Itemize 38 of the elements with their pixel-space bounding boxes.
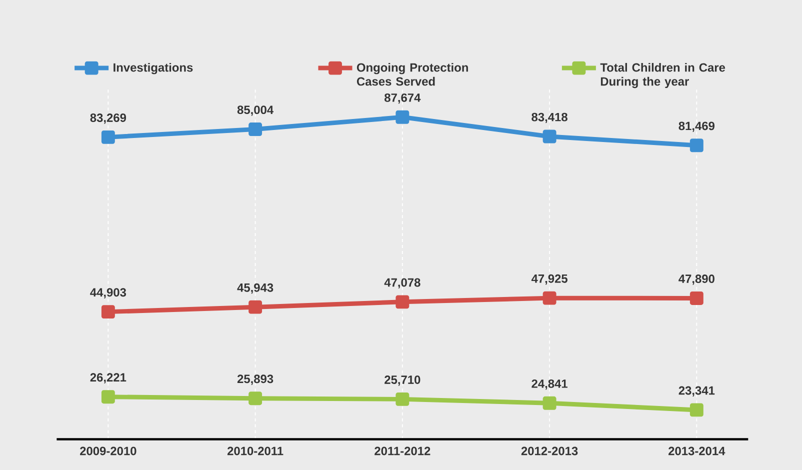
point (690, 291, 704, 305)
point (248, 122, 262, 136)
data-label: 25,710 (384, 375, 420, 386)
point (690, 403, 704, 416)
point (396, 392, 410, 406)
x-tick-label: 2011-2012 (374, 446, 430, 456)
point (396, 110, 410, 124)
legend-label: Total Children in Care During the year (600, 62, 726, 88)
point (690, 138, 704, 152)
data-label: 44,903 (90, 288, 126, 298)
point (101, 304, 115, 318)
x-tick-label: 2012-2013 (521, 446, 578, 456)
point (248, 391, 262, 405)
data-label: 26,221 (90, 372, 126, 384)
data-label: 47,078 (384, 278, 420, 288)
point (248, 300, 262, 314)
x-tick-label: 2013-2014 (668, 446, 726, 456)
data-label: 85,004 (237, 105, 274, 116)
data-label: 25,893 (237, 374, 274, 385)
data-label: 23,341 (678, 386, 715, 396)
data-label: 83,418 (532, 112, 568, 123)
data-label: 81,469 (678, 122, 714, 132)
x-tick-label: 2010-2011 (227, 446, 284, 456)
data-label: 24,841 (532, 379, 568, 390)
point (396, 294, 410, 308)
point (542, 291, 556, 305)
point (542, 396, 556, 410)
x-tick-label: 2009-2010 (80, 446, 136, 456)
legend-label: Investigations (114, 62, 193, 74)
point (542, 130, 556, 144)
data-label: 83,269 (90, 113, 126, 124)
legend-label: Ongoing Protection Cases Served (356, 62, 468, 86)
point (101, 130, 115, 144)
data-label: 47,925 (531, 274, 568, 284)
data-label: 47,890 (678, 274, 714, 285)
point (101, 390, 115, 404)
data-label: 45,943 (237, 283, 274, 294)
data-label: 87,674 (384, 93, 421, 104)
